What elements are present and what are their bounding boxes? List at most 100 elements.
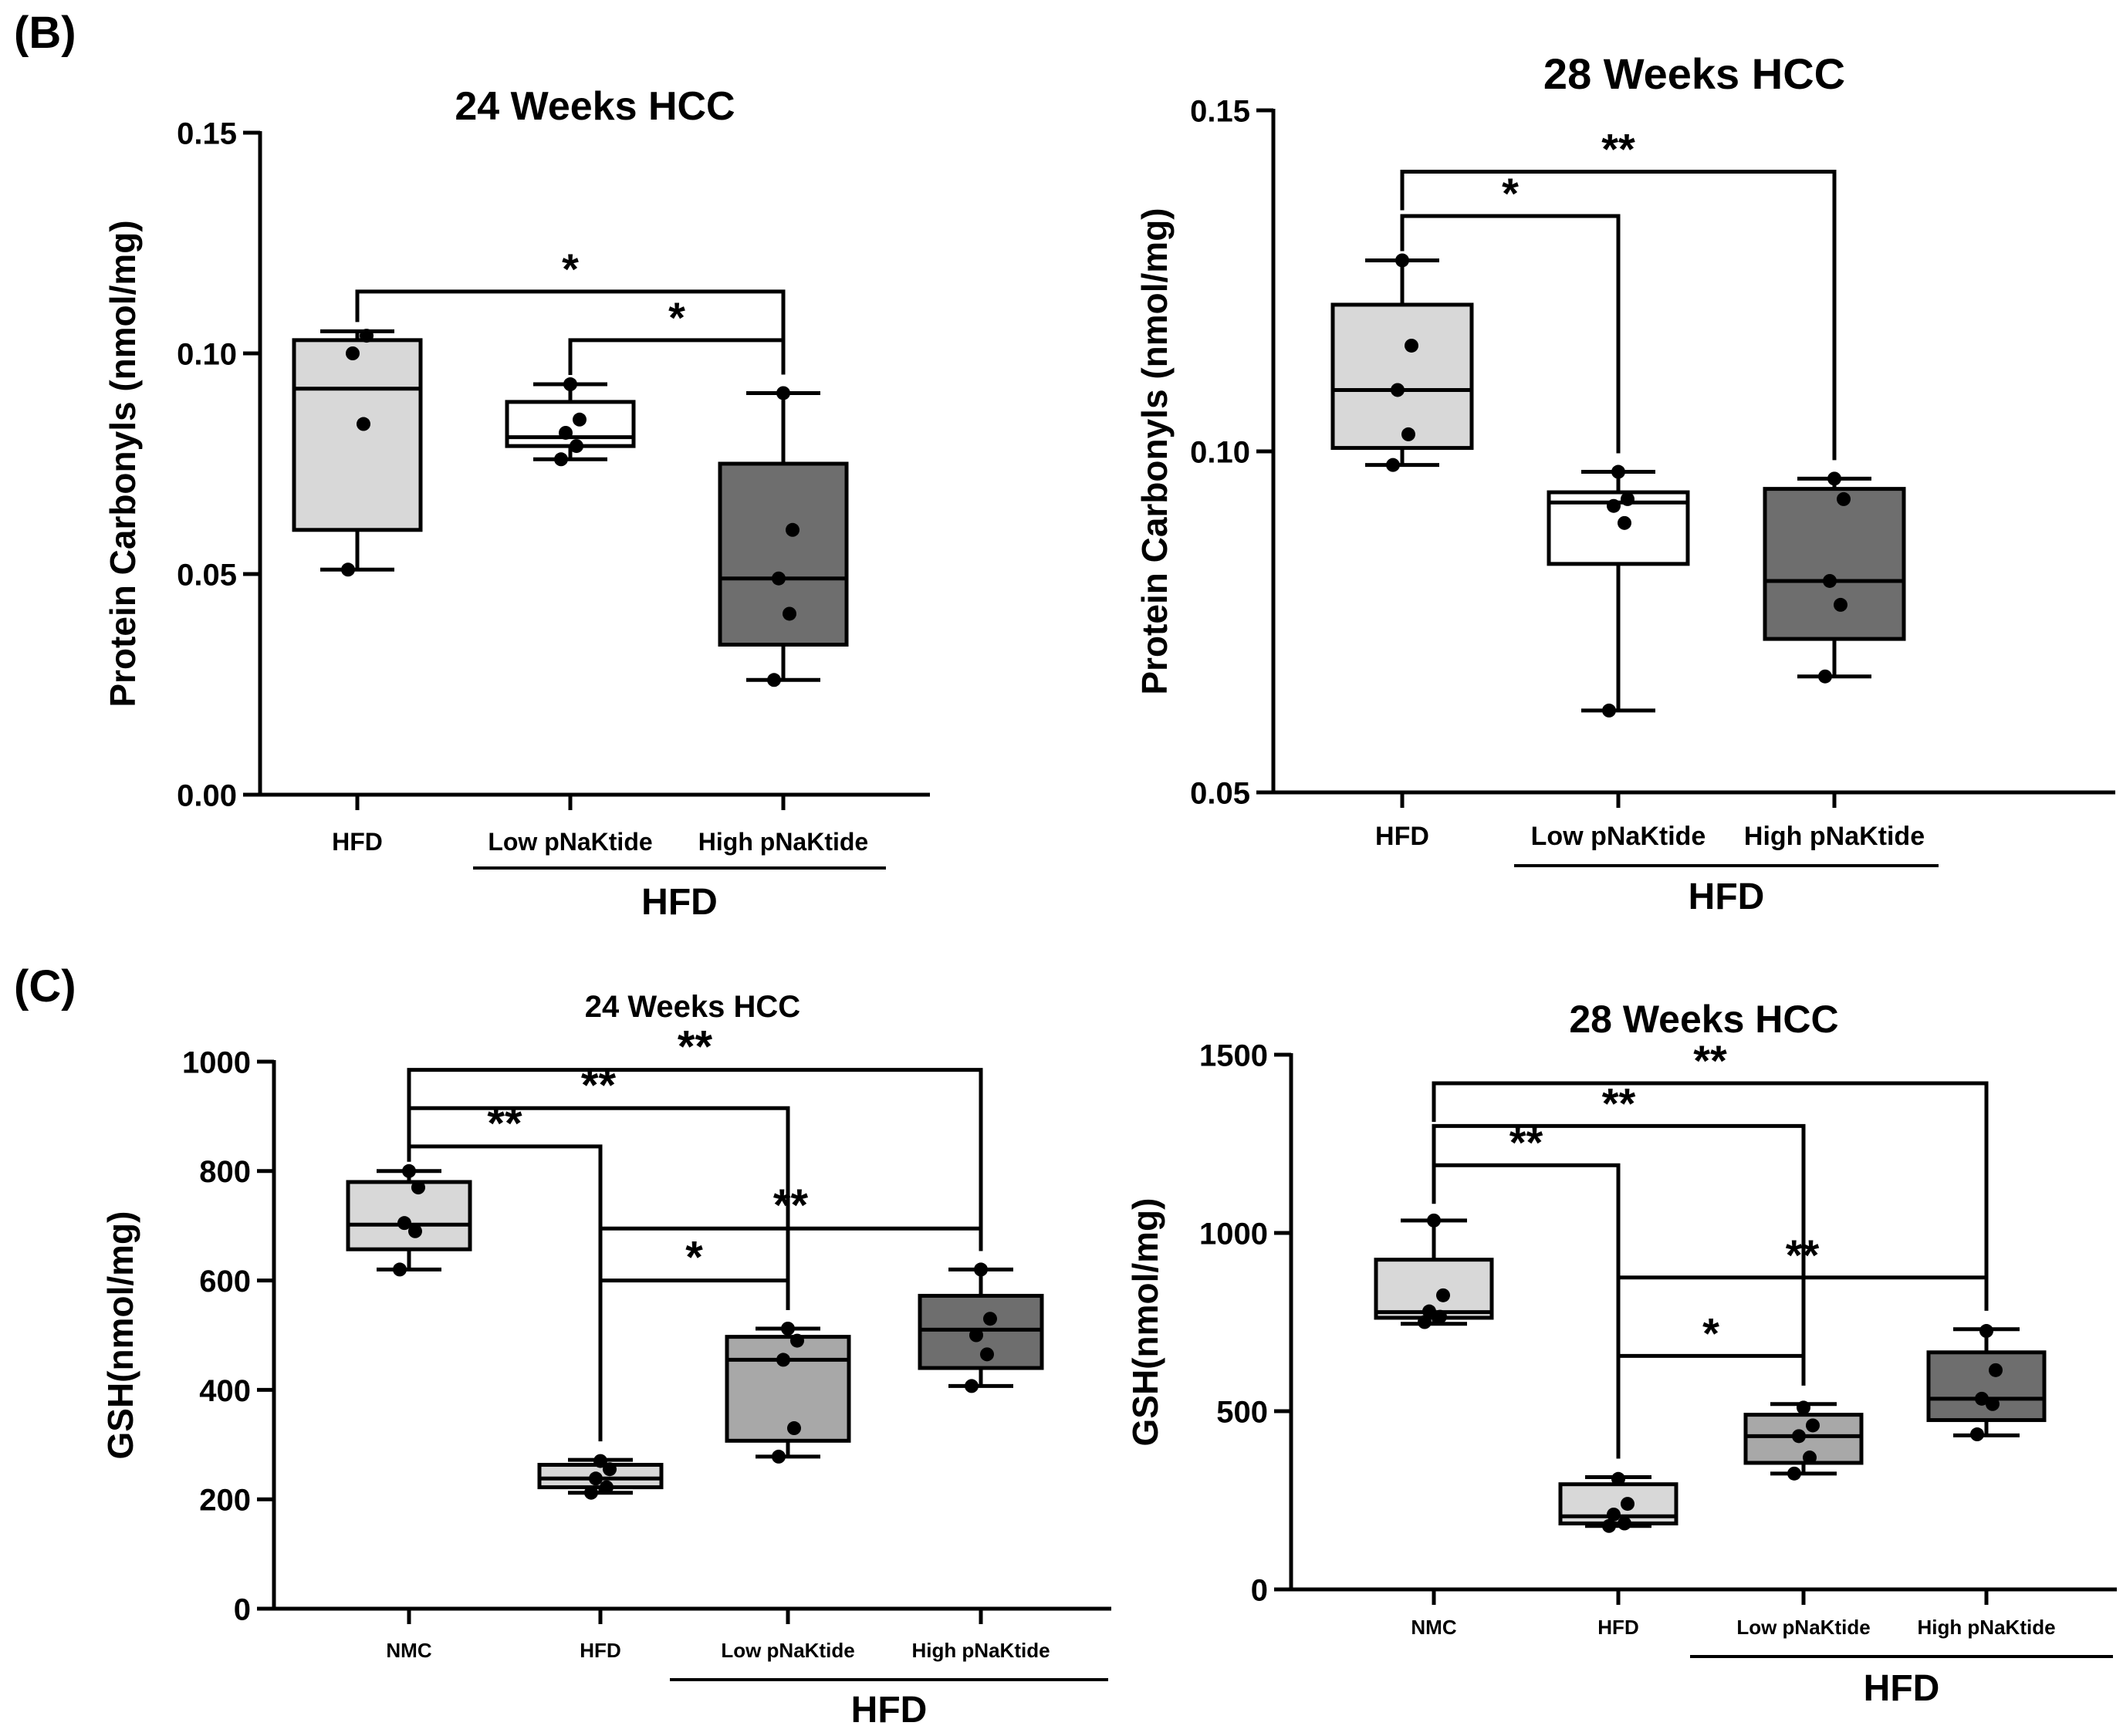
y-tick-label: 600 bbox=[199, 1265, 251, 1299]
data-point bbox=[360, 329, 374, 343]
significance-bracket: ** bbox=[1432, 1079, 1806, 1386]
significance-bracket: ** bbox=[407, 1022, 983, 1251]
data-point bbox=[589, 1471, 603, 1486]
data-point bbox=[786, 522, 800, 537]
significance-label: ** bbox=[773, 1180, 809, 1231]
data-point bbox=[776, 386, 790, 400]
bracket-line bbox=[1432, 1081, 1989, 1311]
data-point bbox=[357, 417, 370, 431]
data-point bbox=[1607, 498, 1621, 513]
box-iqr bbox=[1926, 1350, 2047, 1423]
data-point bbox=[1986, 1397, 2000, 1411]
box-low-pnaktide bbox=[1743, 1400, 1864, 1481]
box-low-pnaktide bbox=[1547, 464, 1690, 718]
bracket-line bbox=[1616, 1353, 1806, 1395]
box-nmc bbox=[1374, 1213, 1494, 1329]
significance-bracket: * bbox=[568, 293, 786, 376]
category-label-high-pnaktide: High pNaKtide bbox=[698, 828, 868, 856]
data-point bbox=[402, 1164, 416, 1178]
chart-title: 24 Weeks HCC bbox=[585, 990, 800, 1024]
significance-bracket: ** bbox=[1432, 1036, 1989, 1311]
category-label-hfd: HFD bbox=[580, 1639, 620, 1662]
y-tick-label: 0.00 bbox=[177, 778, 237, 812]
data-point bbox=[781, 1321, 795, 1336]
y-tick-label: 200 bbox=[199, 1484, 251, 1518]
chart-gsh-24-weeks: 24 Weeks HCC GSH(nmol/mg) 0 200 400 600 800 100… bbox=[100, 990, 1111, 1731]
data-point bbox=[1818, 669, 1832, 684]
box-iqr bbox=[1763, 487, 1906, 641]
data-point bbox=[1427, 1213, 1441, 1228]
chart-title: 24 Weeks HCC bbox=[455, 84, 735, 129]
y-tick-label: 0 bbox=[234, 1592, 251, 1626]
category-label-high-pnaktide: High pNaKtide bbox=[1917, 1616, 2055, 1639]
box-high-pnaktide bbox=[718, 386, 849, 687]
category-label-hfd: HFD bbox=[1375, 822, 1429, 851]
data-point bbox=[570, 439, 583, 454]
y-tick-label: 0.05 bbox=[1190, 776, 1250, 810]
data-point bbox=[559, 425, 573, 440]
chart-protein-carbonyls-24-weeks: 24 Weeks HCC Protein Carbonyls (nmol/mg) 0… bbox=[103, 84, 930, 923]
chart-gsh-28-weeks: 28 Weeks HCC GSH(nmol/mg) 0 500 1000 1500 NMC H… bbox=[1125, 998, 2117, 1709]
data-point bbox=[1979, 1324, 1993, 1339]
data-point bbox=[1621, 1497, 1635, 1511]
significance-label: * bbox=[1502, 169, 1519, 218]
data-point bbox=[1602, 1518, 1616, 1533]
group-label: HFD bbox=[641, 882, 718, 923]
data-point bbox=[593, 1454, 607, 1468]
data-point bbox=[1797, 1400, 1810, 1415]
data-point bbox=[1834, 597, 1847, 612]
data-point bbox=[1827, 471, 1841, 486]
category-label-low-pnaktide: Low pNaKtide bbox=[1531, 822, 1706, 851]
box-iqr bbox=[292, 338, 423, 532]
significance-bracket: ** bbox=[598, 1180, 983, 1268]
significance-label: * bbox=[1702, 1309, 1719, 1357]
data-point bbox=[1602, 703, 1616, 718]
y-axis-label: Protein Carbonyls (nmol/mg) bbox=[1134, 208, 1175, 694]
data-point bbox=[563, 377, 577, 392]
category-label-high-pnaktide: High pNaKtide bbox=[911, 1639, 1050, 1662]
data-point bbox=[1787, 1466, 1801, 1481]
data-point bbox=[411, 1180, 425, 1195]
y-tick-label: 1000 bbox=[1199, 1217, 1268, 1251]
y-tick-label: 500 bbox=[1216, 1395, 1268, 1429]
data-point bbox=[1391, 383, 1405, 397]
data-point bbox=[1618, 515, 1631, 530]
data-point bbox=[603, 1462, 617, 1477]
bracket-line bbox=[1432, 1123, 1806, 1386]
bracket-line bbox=[1616, 1275, 1989, 1316]
data-point bbox=[767, 673, 781, 687]
group-label: HFD bbox=[1689, 876, 1765, 917]
y-tick-label: 0.10 bbox=[1190, 435, 1250, 469]
data-point bbox=[1803, 1451, 1817, 1465]
data-point bbox=[1611, 1471, 1625, 1486]
box-nmc bbox=[346, 1164, 472, 1277]
data-point bbox=[783, 606, 796, 621]
chart-protein-carbonyls-28-weeks: 28 Weeks HCC Protein Carbonyls (nmol/mg) 0… bbox=[1134, 49, 2115, 917]
data-point bbox=[1401, 427, 1415, 441]
category-label-low-pnaktide: Low pNaKtide bbox=[1736, 1616, 1870, 1639]
category-label-low-pnaktide: Low pNaKtide bbox=[721, 1639, 854, 1662]
significance-label: * bbox=[562, 245, 579, 293]
box-iqr bbox=[346, 1180, 472, 1251]
data-point bbox=[1436, 1288, 1450, 1302]
box-low-pnaktide bbox=[725, 1321, 851, 1464]
y-tick-label: 1500 bbox=[1199, 1039, 1268, 1072]
bracket-line bbox=[598, 1278, 790, 1319]
data-point bbox=[554, 452, 568, 467]
y-tick-label: 800 bbox=[199, 1155, 251, 1189]
data-point bbox=[1970, 1427, 1984, 1442]
data-point bbox=[1621, 491, 1635, 506]
box-iqr bbox=[505, 400, 636, 448]
data-point bbox=[1611, 464, 1625, 479]
data-point bbox=[1405, 338, 1418, 353]
data-point bbox=[776, 1353, 790, 1367]
data-point bbox=[393, 1262, 407, 1277]
y-tick-label: 0.05 bbox=[177, 558, 237, 592]
box-iqr bbox=[718, 461, 849, 647]
category-label-hfd: HFD bbox=[332, 828, 383, 856]
panel-label-b: (B) bbox=[14, 8, 76, 58]
significance-bracket: * bbox=[1616, 1309, 1806, 1395]
data-point bbox=[983, 1312, 997, 1326]
significance-label: ** bbox=[581, 1060, 617, 1110]
